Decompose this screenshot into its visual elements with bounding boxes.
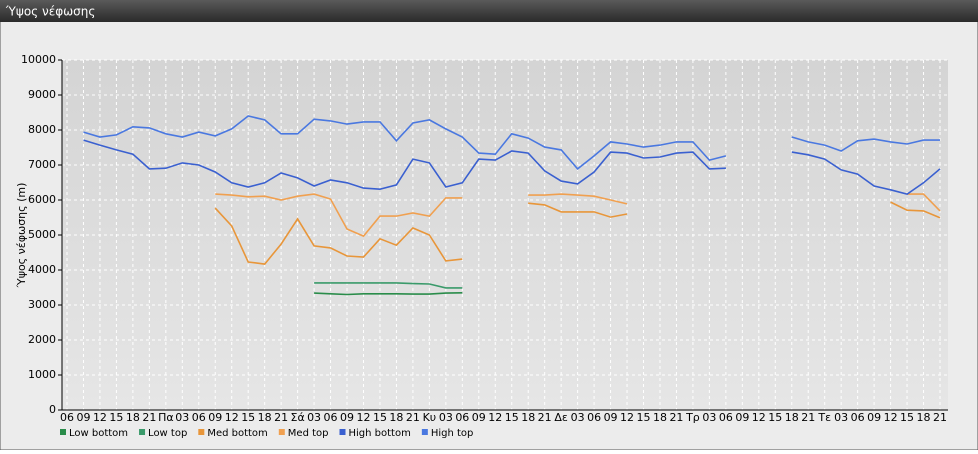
x-tick-label: 06 [719, 411, 733, 424]
series-line [314, 282, 463, 289]
x-tick-label: 21 [933, 411, 947, 424]
y-tick-label: 8000 [28, 123, 56, 136]
x-tick-label: 12 [93, 411, 107, 424]
legend-label: High bottom [349, 428, 411, 439]
x-tick-label: 09 [76, 411, 90, 424]
series-line [83, 139, 941, 195]
x-tick-label: 03 [175, 411, 189, 424]
x-tick-label: 15 [241, 411, 255, 424]
x-tick-label: 12 [356, 411, 370, 424]
title-bar [0, 0, 978, 22]
x-tick-label: 12 [752, 411, 766, 424]
legend-label: Med top [288, 428, 329, 439]
x-tick-label: Τρ [685, 411, 700, 424]
y-tick-label: 9000 [28, 88, 56, 101]
x-tick-label: 03 [307, 411, 321, 424]
y-tick-label: 10000 [21, 53, 56, 66]
chart-title: Ύψος νέφωσης [5, 5, 95, 19]
x-tick-label: 15 [637, 411, 651, 424]
y-tick-label: 3000 [28, 298, 56, 311]
y-tick-label: 6000 [28, 193, 56, 206]
legend-swatch [339, 429, 346, 435]
x-tick-label: 06 [851, 411, 865, 424]
x-tick-label: 09 [735, 411, 749, 424]
x-tick-label: 21 [538, 411, 552, 424]
x-tick-label: Δε [554, 411, 568, 424]
legend-label: Low bottom [69, 428, 128, 439]
x-tick-label: 15 [900, 411, 914, 424]
x-tick-label: 09 [472, 411, 486, 424]
series-line [215, 193, 941, 238]
x-tick-label: 06 [587, 411, 601, 424]
x-tick-label: Πα [158, 411, 174, 424]
x-tick-label: 03 [834, 411, 848, 424]
x-tick-label: 21 [669, 411, 683, 424]
legend-label: Low top [148, 428, 187, 439]
series-line [214, 201, 941, 265]
series-line [83, 115, 940, 171]
legend-swatch [278, 429, 285, 435]
x-tick-label: 09 [340, 411, 354, 424]
x-tick-label: 15 [768, 411, 782, 424]
x-tick-label: 06 [60, 411, 74, 424]
x-tick-label: 18 [126, 411, 140, 424]
x-tick-label: Σά [291, 411, 305, 424]
y-tick-label: 5000 [28, 228, 56, 241]
x-tick-label: 18 [389, 411, 403, 424]
x-tick-label: 18 [653, 411, 667, 424]
legend-swatch [139, 429, 146, 435]
x-tick-label: 21 [406, 411, 420, 424]
x-tick-label: 03 [702, 411, 716, 424]
x-tick-label: 18 [521, 411, 535, 424]
x-tick-label: 06 [455, 411, 469, 424]
x-tick-label: 18 [917, 411, 931, 424]
x-tick-label: 09 [867, 411, 881, 424]
x-tick-label: 21 [274, 411, 288, 424]
x-tick-label: 15 [109, 411, 123, 424]
y-tick-label: 7000 [28, 158, 56, 171]
x-tick-label: 12 [488, 411, 502, 424]
x-tick-label: Κυ [423, 411, 437, 424]
y-tick-label: 1000 [28, 368, 56, 381]
x-tick-label: Τε [817, 411, 831, 424]
legend-swatch [60, 429, 66, 435]
x-tick-label: 21 [801, 411, 815, 424]
legend-label: High top [431, 428, 474, 439]
y-tick-label: 4000 [28, 263, 56, 276]
x-tick-label: 18 [785, 411, 799, 424]
x-tick-label: 06 [192, 411, 206, 424]
y-tick-label: 2000 [28, 333, 56, 346]
y-axis-label: Ύψος νέφωσης (m) [15, 183, 28, 289]
x-tick-label: 15 [373, 411, 387, 424]
x-tick-label: 21 [142, 411, 156, 424]
x-tick-label: 03 [439, 411, 453, 424]
series-line [314, 292, 463, 296]
legend-swatch [421, 429, 428, 435]
x-tick-label: 12 [225, 411, 239, 424]
x-tick-label: 12 [620, 411, 634, 424]
x-tick-label: 09 [604, 411, 618, 424]
legend-label: Med bottom [207, 428, 267, 439]
x-tick-label: 09 [208, 411, 222, 424]
x-tick-label: 06 [324, 411, 338, 424]
lines [83, 115, 941, 296]
x-tick-label: 12 [884, 411, 898, 424]
legend-swatch [198, 429, 205, 435]
x-tick-label: 15 [505, 411, 519, 424]
y-tick-label: 0 [49, 403, 56, 416]
x-tick-label: 18 [258, 411, 272, 424]
x-tick-label: 03 [571, 411, 585, 424]
